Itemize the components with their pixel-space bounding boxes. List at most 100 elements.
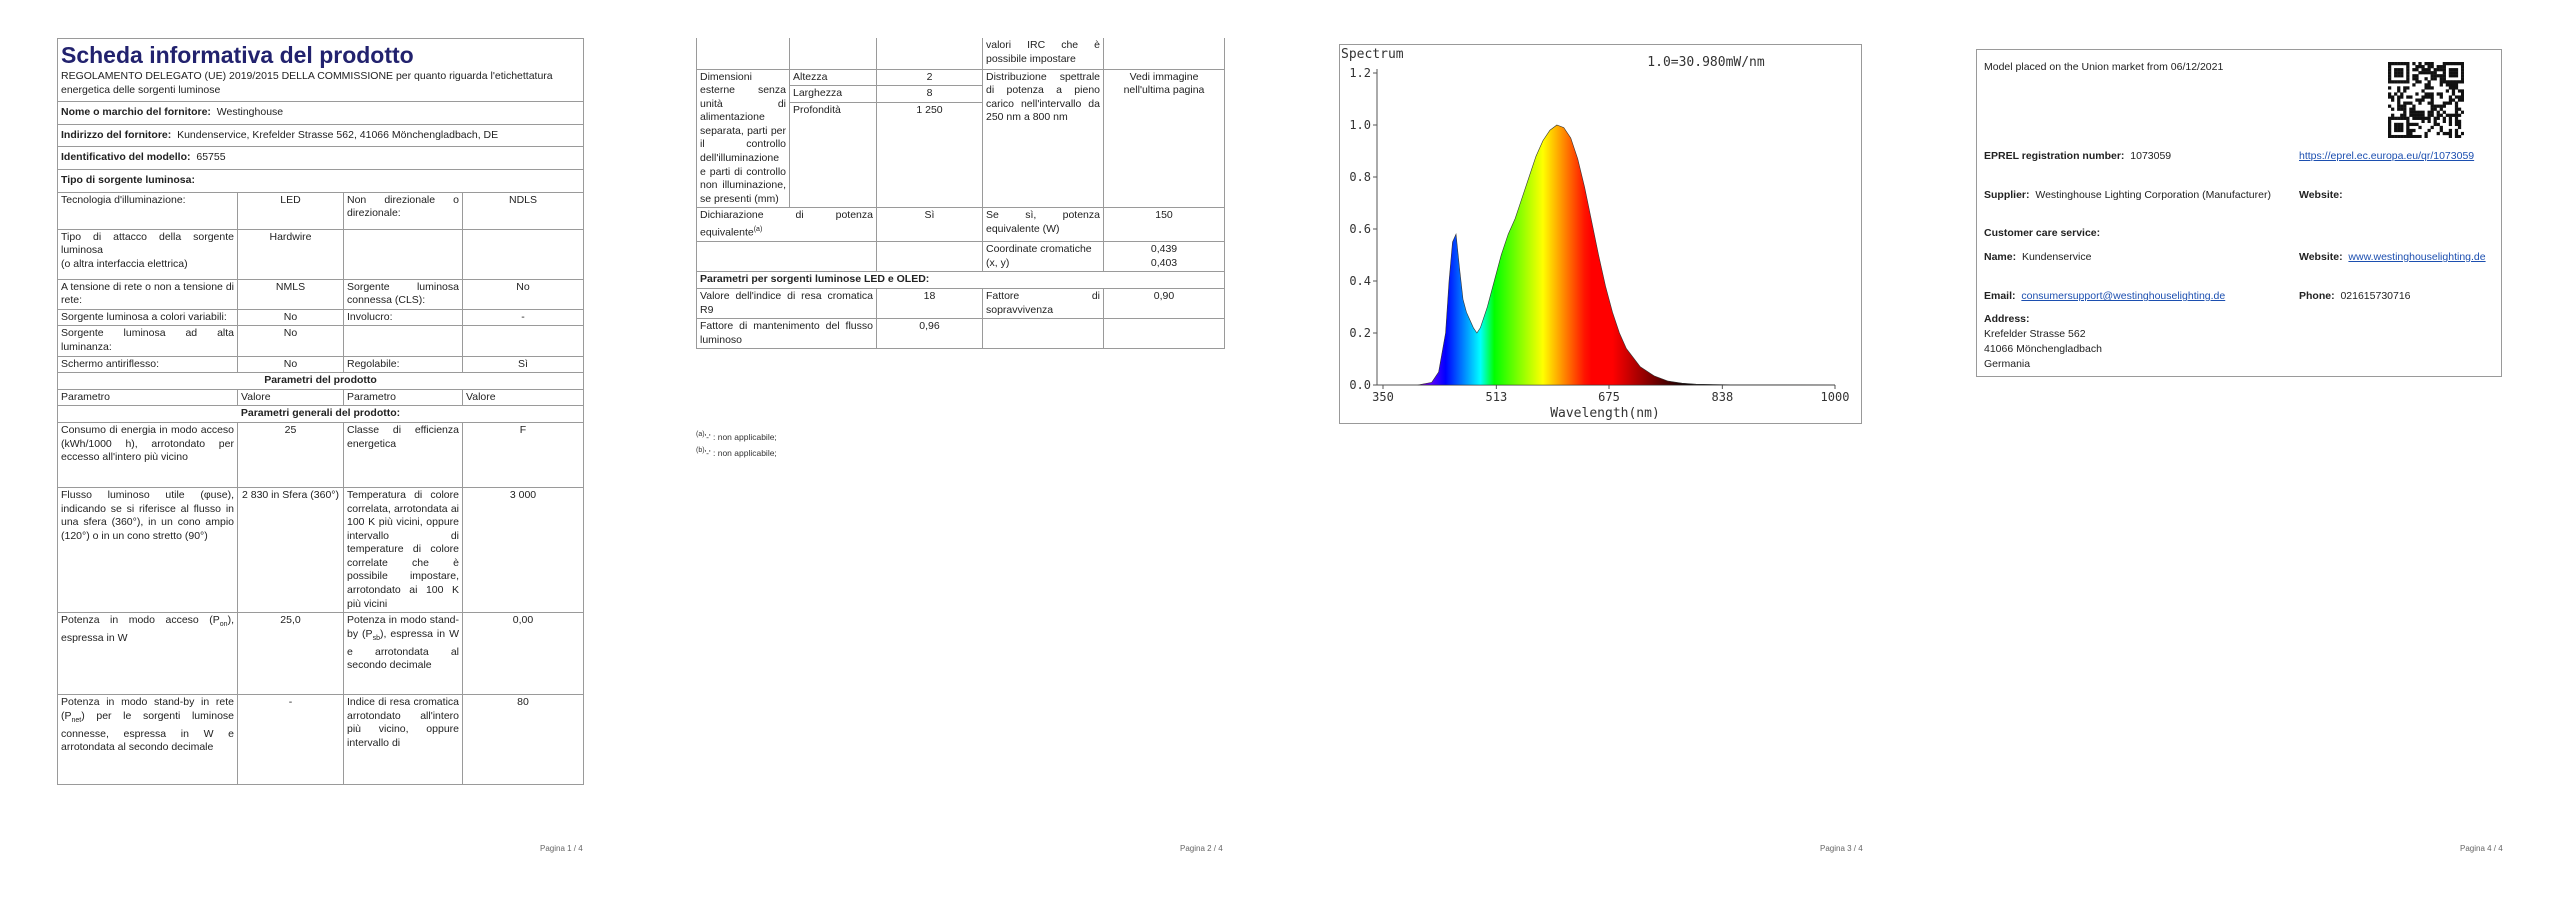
table-cell: Indice di resa cromatica arrotondato all… (343, 694, 463, 786)
qr-module (2457, 62, 2462, 66)
text: 0,403 (1150, 256, 1178, 269)
qr-module (2439, 83, 2443, 87)
qr-module (2409, 101, 2413, 105)
table-row: Schermo antiriflesso: No Regolabile: Sì (57, 355, 585, 374)
qr-module (2442, 71, 2446, 75)
qr-module (2457, 89, 2462, 93)
qr-module (2412, 68, 2416, 72)
qr-module (2460, 98, 2464, 102)
table-row: Consumo di energia in modo acceso (kWh/1… (57, 421, 585, 488)
eprel-link[interactable]: https://eprel.ec.europa.eu/qr/1073059 (2299, 150, 2475, 162)
qr-module (2397, 116, 2401, 120)
qr-module (2394, 68, 2398, 72)
table-cell: Fattore di mantenimento del flusso lumin… (696, 318, 877, 350)
qr-module (2388, 122, 2392, 127)
qr-module (2442, 119, 2446, 123)
qr-module (2451, 98, 2456, 102)
qr-module (2418, 98, 2422, 102)
website-link[interactable]: www.westinghouselighting.de (2348, 251, 2486, 263)
table-cell (982, 318, 1104, 350)
qr-module (2403, 89, 2407, 93)
qr-module (2388, 86, 2392, 90)
qr-module (2427, 92, 2431, 96)
qr-module (2400, 116, 2404, 120)
qr-module (2409, 134, 2413, 138)
page-footer: Pagina 4 / 4 (2460, 844, 2503, 853)
qr-module (2406, 74, 2410, 78)
qr-module (2457, 122, 2462, 127)
qr-module (2460, 65, 2464, 69)
table-cell: Altezza (789, 68, 877, 87)
table-cell: Dimensioni esterne senza unità di alimen… (696, 68, 790, 209)
qr-module (2439, 65, 2443, 69)
qr-module (2397, 62, 2401, 66)
table-cell: 0,00 (461, 612, 585, 696)
qr-module (2415, 122, 2419, 127)
qr-module (2454, 128, 2459, 133)
qr-module (2451, 86, 2456, 90)
qr-module (2400, 113, 2404, 117)
qr-module (2460, 89, 2464, 93)
qr-module (2406, 119, 2410, 123)
table-cell: Parametri del prodotto (57, 372, 585, 390)
qr-module (2433, 68, 2437, 72)
qr-module (2454, 101, 2459, 105)
label: Supplier: (1984, 189, 2030, 201)
qr-module (2388, 116, 2392, 120)
table-cell: Se sì, potenza equivalente (W) (982, 207, 1104, 243)
qr-module (2403, 110, 2407, 114)
text: 65755 (196, 151, 226, 164)
qr-module (2454, 62, 2459, 66)
qr-module (2400, 74, 2404, 78)
qr-module (2448, 62, 2453, 66)
x-tick-label: 675 (1598, 390, 1620, 404)
qr-module (2430, 92, 2434, 96)
table-cell (1103, 38, 1225, 70)
table-row: Coordinate cromatiche (x, y) 0,439 0,403 (696, 241, 1225, 273)
qr-module (2406, 86, 2410, 90)
qr-module (2415, 92, 2419, 96)
qr-module (2433, 71, 2437, 75)
qr-module (2388, 71, 2392, 75)
page-footer: Pagina 3 / 4 (1820, 844, 1863, 853)
text: 0,439 (1150, 243, 1178, 256)
text: 41066 Mönchengladbach (1984, 343, 2102, 355)
qr-module (2442, 80, 2446, 84)
qr-module (2397, 95, 2401, 99)
qr-module (2406, 65, 2410, 69)
label: Nome o marchio del fornitore: (61, 106, 211, 119)
qr-module (2430, 74, 2434, 78)
regulation: REGOLAMENTO DELEGATO (UE) 2019/2015 DELL… (61, 70, 553, 96)
qr-module (2451, 92, 2456, 96)
qr-module (2421, 65, 2425, 69)
qr-module (2460, 92, 2464, 96)
table-cell: Flusso luminoso utile (φuse), indicando … (57, 486, 238, 614)
table-cell (461, 228, 585, 280)
qr-module (2421, 98, 2425, 102)
table-cell: Parametri generali del prodotto: (57, 405, 585, 423)
email-link[interactable]: consumersupport@westinghouselighting.de (2021, 290, 2226, 302)
qr-module (2388, 134, 2392, 138)
qr-module (2403, 104, 2407, 108)
table-row: Parametro Valore Parametro Valore (57, 388, 585, 407)
table-row: Sorgente luminosa ad alta luminanza: No (57, 325, 585, 357)
qr-module (2391, 80, 2395, 84)
table-cell: Potenza in modo acceso (Pon), espressa i… (57, 612, 238, 696)
qr-module (2412, 113, 2416, 117)
table-cell: Hardwire (237, 228, 344, 280)
superscript: (a) (753, 226, 763, 234)
qr-module (2445, 131, 2449, 136)
qr-module (2457, 107, 2462, 111)
qr-module (2418, 71, 2422, 75)
table-cell: Profondità (789, 101, 877, 209)
qr-module (2388, 125, 2392, 130)
text: Supplier: Westinghouse Lighting Corporat… (1984, 188, 2284, 202)
qr-module (2448, 116, 2453, 120)
table-cell: 25 (237, 421, 344, 488)
footnotes: (a)'-' : non applicabile; (b)'-' : non a… (696, 428, 777, 460)
table-cell: Nome o marchio del fornitore: Westinghou… (57, 101, 585, 125)
qr-module (2400, 68, 2404, 72)
text: Tipo di attacco della sorgente luminosa (61, 230, 234, 257)
qr-module (2439, 77, 2443, 81)
qr-module (2454, 110, 2459, 114)
